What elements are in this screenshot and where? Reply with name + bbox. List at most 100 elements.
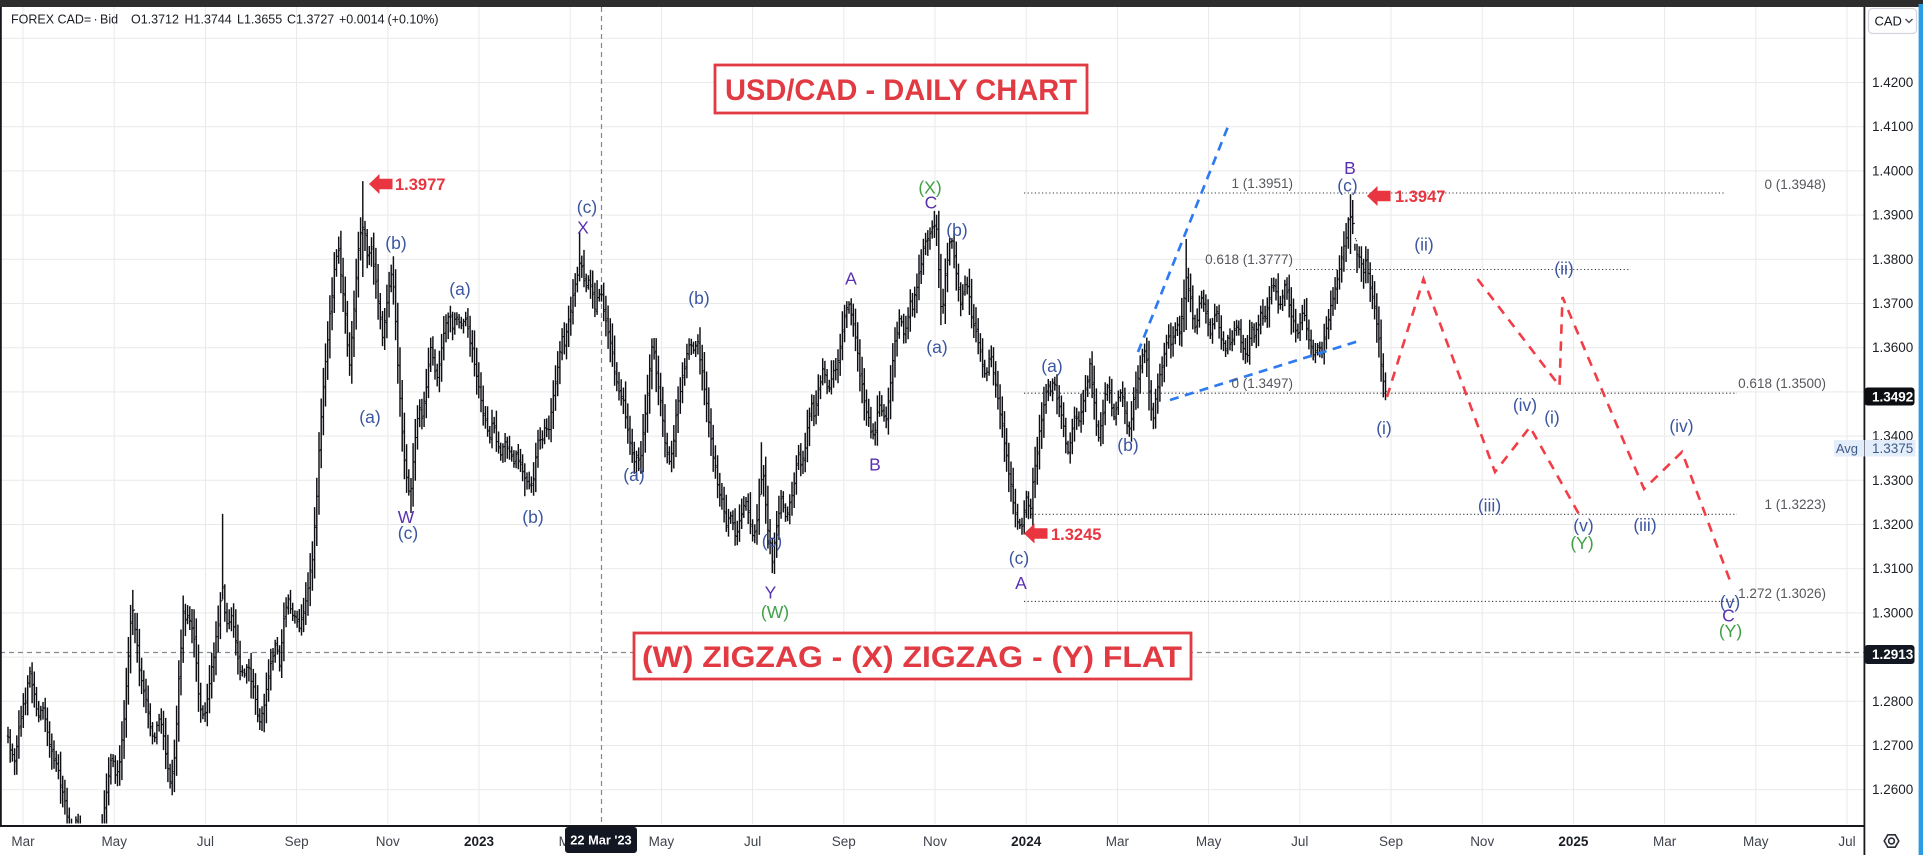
svg-text:(i): (i) <box>1376 418 1392 438</box>
svg-text:(b): (b) <box>522 507 543 527</box>
svg-text:1.4200: 1.4200 <box>1872 75 1913 90</box>
svg-text:A: A <box>1015 573 1027 593</box>
svg-text:1.4100: 1.4100 <box>1872 119 1913 134</box>
svg-text:A: A <box>845 269 857 289</box>
svg-text:+0.0014: +0.0014 <box>339 13 385 27</box>
svg-text:(c): (c) <box>398 523 418 543</box>
svg-text:1.2800: 1.2800 <box>1872 694 1913 709</box>
svg-text:Nov: Nov <box>923 834 947 849</box>
svg-text:(X): (X) <box>918 178 941 198</box>
svg-text:1.3947: 1.3947 <box>1395 188 1445 206</box>
svg-text:1.3492: 1.3492 <box>1872 390 1913 405</box>
svg-text:(iii): (iii) <box>1478 496 1501 516</box>
svg-text:Nov: Nov <box>376 834 400 849</box>
svg-text:1.3300: 1.3300 <box>1872 473 1913 488</box>
svg-text:1.3700: 1.3700 <box>1872 296 1913 311</box>
svg-text:(b): (b) <box>1117 435 1138 455</box>
svg-text:1.4000: 1.4000 <box>1872 163 1913 178</box>
svg-text:(b): (b) <box>946 220 967 240</box>
svg-text:Bid: Bid <box>100 13 118 27</box>
svg-text:CAD: CAD <box>1875 14 1902 29</box>
svg-text:B: B <box>1344 158 1356 178</box>
svg-text:1.3977: 1.3977 <box>395 176 445 194</box>
svg-text:22 Mar '23: 22 Mar '23 <box>570 833 631 848</box>
svg-text:W: W <box>398 507 415 527</box>
svg-text:2024: 2024 <box>1011 834 1042 849</box>
svg-text:1.3000: 1.3000 <box>1872 605 1913 620</box>
svg-text:(c): (c) <box>762 531 782 551</box>
svg-text:May: May <box>1196 834 1222 849</box>
svg-text:FOREX CAD=: FOREX CAD= <box>11 13 91 27</box>
svg-text:(b): (b) <box>688 288 709 308</box>
svg-text:May: May <box>649 834 675 849</box>
svg-text:Jul: Jul <box>744 834 761 849</box>
svg-text:Sep: Sep <box>1379 834 1403 849</box>
svg-text:Y: Y <box>765 583 777 603</box>
svg-text:1.272 (1.3026): 1.272 (1.3026) <box>1738 586 1826 601</box>
svg-text:C: C <box>925 193 938 213</box>
svg-text:C: C <box>1722 606 1735 626</box>
svg-text:Jul: Jul <box>1838 834 1855 849</box>
svg-text:(iv): (iv) <box>1513 395 1537 415</box>
svg-text:(Y): (Y) <box>1570 533 1593 553</box>
svg-text:H1.3744: H1.3744 <box>185 13 232 27</box>
svg-text:(ii): (ii) <box>1414 235 1433 255</box>
svg-text:X: X <box>577 218 589 238</box>
svg-text:(W) ZIGZAG - (X) ZIGZAG - (Y): (W) ZIGZAG - (X) ZIGZAG - (Y) FLAT <box>642 641 1182 674</box>
svg-text:1.2700: 1.2700 <box>1872 738 1913 753</box>
svg-text:1.2600: 1.2600 <box>1872 782 1913 797</box>
svg-text:(v): (v) <box>1573 516 1593 536</box>
svg-text:(+0.10%): (+0.10%) <box>388 13 439 27</box>
svg-text:1.3900: 1.3900 <box>1872 208 1913 223</box>
svg-text:0 (1.3497): 0 (1.3497) <box>1231 376 1293 391</box>
svg-text:(c): (c) <box>1337 176 1357 196</box>
svg-text:1 (1.3951): 1 (1.3951) <box>1231 176 1293 191</box>
svg-text:1.3600: 1.3600 <box>1872 340 1913 355</box>
svg-text:(i): (i) <box>1544 408 1560 428</box>
svg-text:Jul: Jul <box>197 834 214 849</box>
svg-text:(v): (v) <box>1720 592 1740 612</box>
svg-text:(b): (b) <box>385 233 406 253</box>
svg-text:(a): (a) <box>926 337 947 357</box>
svg-text:Nov: Nov <box>1470 834 1494 849</box>
svg-text:L1.3655: L1.3655 <box>237 13 282 27</box>
svg-text:(c): (c) <box>577 197 597 217</box>
svg-text:(ii): (ii) <box>1554 259 1573 279</box>
svg-text:(iv): (iv) <box>1669 416 1693 436</box>
svg-text:·: · <box>94 13 98 27</box>
svg-text:Mar: Mar <box>1106 834 1130 849</box>
svg-text:(iii): (iii) <box>1633 515 1656 535</box>
svg-text:(a): (a) <box>359 407 380 427</box>
svg-text:1 (1.3223): 1 (1.3223) <box>1764 497 1826 512</box>
svg-text:Mar: Mar <box>11 834 35 849</box>
svg-text:1.3400: 1.3400 <box>1872 429 1913 444</box>
svg-text:0.618 (1.3500): 0.618 (1.3500) <box>1738 376 1826 391</box>
svg-text:2023: 2023 <box>464 834 495 849</box>
svg-text:2025: 2025 <box>1558 834 1589 849</box>
svg-text:1.3375: 1.3375 <box>1872 441 1913 456</box>
svg-text:C1.3727: C1.3727 <box>287 13 334 27</box>
svg-text:1.2913: 1.2913 <box>1872 647 1914 662</box>
svg-text:(a): (a) <box>1041 356 1062 376</box>
svg-text:(a): (a) <box>449 279 470 299</box>
svg-text:1.3100: 1.3100 <box>1872 561 1913 576</box>
svg-text:May: May <box>1743 834 1769 849</box>
svg-text:Mar: Mar <box>1653 834 1677 849</box>
svg-text:O1.3712: O1.3712 <box>131 13 179 27</box>
svg-text:(c): (c) <box>1009 548 1029 568</box>
svg-text:(W): (W) <box>761 602 789 622</box>
svg-text:1.3800: 1.3800 <box>1872 252 1913 267</box>
svg-text:Avg: Avg <box>1836 441 1858 456</box>
svg-text:Sep: Sep <box>285 834 309 849</box>
svg-text:1.3200: 1.3200 <box>1872 517 1913 532</box>
svg-text:(a): (a) <box>623 465 644 485</box>
svg-text:B: B <box>869 455 881 475</box>
svg-text:0 (1.3948): 0 (1.3948) <box>1764 177 1826 192</box>
svg-text:Jul: Jul <box>1291 834 1308 849</box>
svg-text:USD/CAD - DAILY CHART: USD/CAD - DAILY CHART <box>725 74 1077 107</box>
svg-text:May: May <box>101 834 127 849</box>
svg-text:1.3245: 1.3245 <box>1051 526 1101 544</box>
svg-text:Sep: Sep <box>832 834 856 849</box>
svg-text:0.618 (1.3777): 0.618 (1.3777) <box>1205 252 1293 267</box>
svg-text:(Y): (Y) <box>1719 621 1742 641</box>
